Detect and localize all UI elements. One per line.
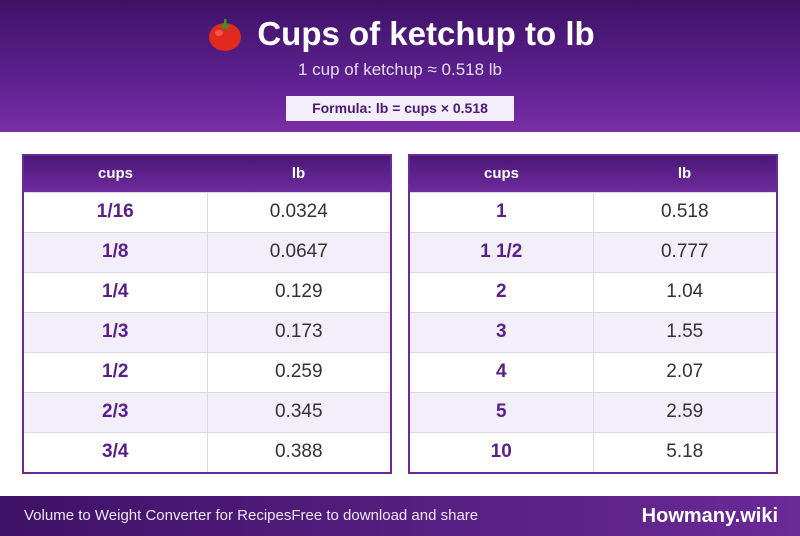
lb-cell: 0.777 [593, 231, 776, 272]
lb-cell: 1.55 [593, 311, 776, 352]
column-header-lb: lb [207, 156, 390, 192]
page-title: Cups of ketchup to lb [0, 12, 800, 56]
table-row: 2/3 0.345 [24, 391, 390, 432]
table-row: 1/3 0.173 [24, 311, 390, 352]
table-row: 5 2.59 [410, 391, 776, 432]
table-row: 1 0.518 [410, 191, 776, 232]
lb-cell: 0.388 [207, 431, 390, 472]
tomato-icon [205, 14, 245, 54]
cups-cell: 4 [410, 351, 594, 392]
lb-cell: 0.259 [207, 351, 390, 392]
lb-cell: 0.518 [593, 191, 776, 232]
cups-cell: 1/3 [24, 311, 208, 352]
lb-cell: 0.345 [207, 391, 390, 432]
cups-cell: 1 1/2 [410, 231, 594, 272]
table-header-row: cups lb [410, 156, 776, 192]
table-row: 1/4 0.129 [24, 271, 390, 312]
title-text: Cups of ketchup to lb [257, 15, 595, 52]
table-header-row: cups lb [24, 156, 390, 192]
lb-cell: 0.173 [207, 311, 390, 352]
column-header-cups: cups [410, 156, 593, 192]
cups-cell: 1/16 [24, 191, 208, 232]
column-header-cups: cups [24, 156, 207, 192]
cups-cell: 1/8 [24, 231, 208, 272]
lb-cell: 5.18 [593, 431, 776, 472]
cups-cell: 1/2 [24, 351, 208, 392]
footer-text-converter: Volume to Weight Converter for Recipes [24, 507, 292, 524]
header-banner: Cups of ketchup to lb 1 cup of ketchup ≈… [0, 0, 800, 132]
cups-cell: 3 [410, 311, 594, 352]
table-row: 1 1/2 0.777 [410, 231, 776, 272]
table-row: 4 2.07 [410, 351, 776, 392]
table-row: 1/16 0.0324 [24, 191, 390, 232]
table-row: 3/4 0.388 [24, 431, 390, 472]
lb-cell: 2.07 [593, 351, 776, 392]
lb-cell: 1.04 [593, 271, 776, 312]
lb-cell: 0.129 [207, 271, 390, 312]
table-row: 1/2 0.259 [24, 351, 390, 392]
table-row: 3 1.55 [410, 311, 776, 352]
subtitle: 1 cup of ketchup ≈ 0.518 lb [297, 60, 503, 79]
lb-cell: 2.59 [593, 391, 776, 432]
cups-cell: 3/4 [24, 431, 208, 472]
lb-cell: 0.0647 [207, 231, 390, 272]
column-header-lb: lb [593, 156, 776, 192]
formula-box: Formula: lb = cups × 0.518 [286, 96, 514, 121]
conversion-table-right: cups lb 1 0.518 1 1/2 0.777 2 1.04 3 1.5… [408, 154, 778, 474]
cups-cell: 2 [410, 271, 594, 312]
brand-logo-text: Howmany.wiki [641, 505, 778, 527]
cups-cell: 5 [410, 391, 594, 432]
footer-text: Volume to Weight Converter for RecipesFr… [24, 507, 478, 525]
footer-text-share: Free to download and share [291, 507, 479, 524]
table-row: 1/8 0.0647 [24, 231, 390, 272]
lb-cell: 0.0324 [207, 191, 390, 232]
table-row: 2 1.04 [410, 271, 776, 312]
footer-bar: Volume to Weight Converter for RecipesFr… [0, 496, 800, 536]
cups-cell: 1/4 [24, 271, 208, 312]
table-row: 10 5.18 [410, 431, 776, 472]
cups-cell: 1 [410, 191, 594, 232]
conversion-table-left: cups lb 1/16 0.0324 1/8 0.0647 1/4 0.129… [22, 154, 392, 474]
cups-cell: 10 [410, 431, 594, 472]
cups-cell: 2/3 [24, 391, 208, 432]
